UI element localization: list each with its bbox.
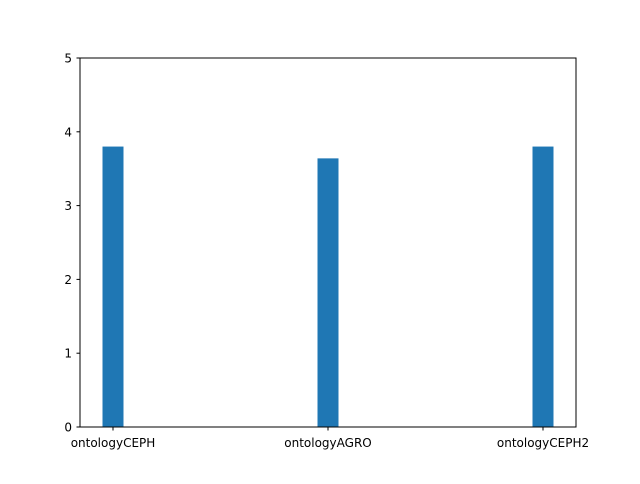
y-tick-label: 3 [64, 199, 72, 213]
y-tick-label: 5 [64, 52, 72, 66]
x-tick-label-ontologyCEPH: ontologyCEPH [71, 436, 156, 450]
bars-layer [102, 146, 554, 427]
y-tick-label: 4 [64, 125, 72, 139]
x-axis: ontologyCEPH ontologyAGRO ontologyCEPH2 [71, 427, 589, 450]
plot-frame [79, 57, 577, 428]
y-axis: 0 1 2 3 4 5 [64, 52, 80, 435]
bar-ontologyCEPH [102, 146, 124, 427]
x-tick-label-ontologyAGRO: ontologyAGRO [284, 436, 371, 450]
bar-ontologyCEPH2 [532, 146, 554, 427]
y-tick-label: 0 [64, 421, 72, 435]
x-tick-label-ontologyCEPH2: ontologyCEPH2 [497, 436, 589, 450]
y-tick-label: 2 [64, 273, 72, 287]
y-tick-label: 1 [64, 347, 72, 361]
bar-ontologyAGRO [317, 158, 339, 427]
